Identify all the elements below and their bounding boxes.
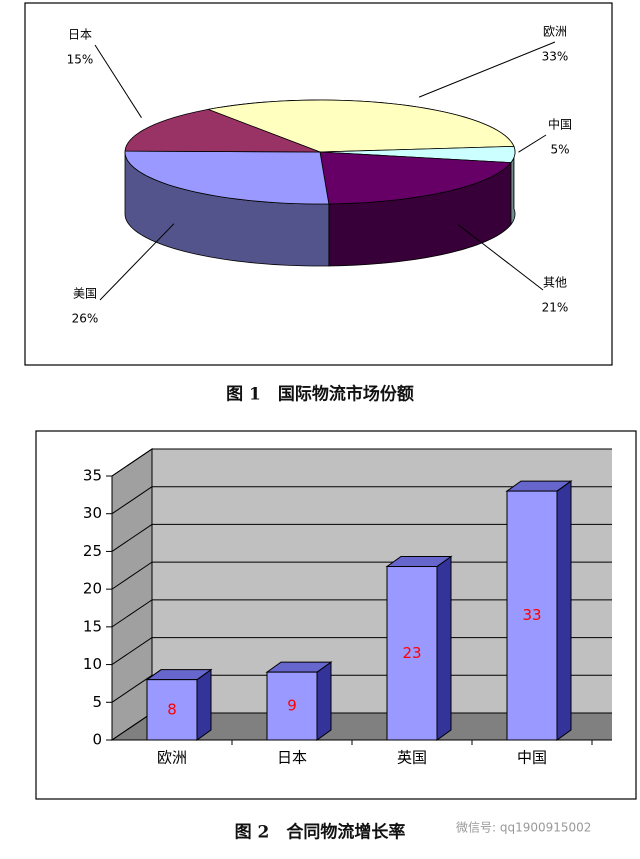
grid-line xyxy=(111,486,153,515)
pie-slice xyxy=(319,151,512,205)
slice-value: 15% xyxy=(67,53,94,67)
pie-slice xyxy=(124,108,321,153)
y-tick-label: 5 xyxy=(92,693,102,711)
x-tick-label: 英国 xyxy=(397,749,427,767)
slice-value: 33% xyxy=(542,50,569,64)
y-tick-label: 35 xyxy=(83,467,102,485)
slice-label: 欧洲 xyxy=(543,25,567,39)
watermark: 微信号: qq1900915002 xyxy=(456,821,591,835)
bar-side xyxy=(196,668,212,741)
bar-side xyxy=(316,661,332,741)
pie-chart: 欧洲 33% 中国 5% 其他 21% 美国 26% 日本 15% xyxy=(67,25,572,326)
y-tick-label: 20 xyxy=(83,580,102,598)
slice-label: 日本 xyxy=(68,28,92,42)
leader-line xyxy=(418,41,556,98)
pie-slice xyxy=(319,145,516,164)
side-wall xyxy=(111,448,153,741)
bar-side xyxy=(436,555,452,741)
bar xyxy=(146,679,198,741)
pie-slice xyxy=(206,99,515,153)
leader-line xyxy=(457,224,544,291)
bar xyxy=(386,566,438,741)
bar xyxy=(266,671,318,741)
slice-label: 其他 xyxy=(543,276,567,290)
y-tick-label: 30 xyxy=(83,504,102,522)
slice-label: 美国 xyxy=(73,287,97,301)
y-tick-label: 15 xyxy=(83,617,102,635)
grid-line xyxy=(111,448,153,477)
grid-line xyxy=(111,561,153,590)
y-tick-label: 10 xyxy=(83,655,102,673)
x-tick-label: 中国 xyxy=(517,749,547,767)
data-label: 9 xyxy=(287,697,297,715)
pie-slice xyxy=(124,150,330,205)
leader-line xyxy=(94,44,142,118)
grid-line xyxy=(111,674,153,703)
data-label: 8 xyxy=(167,700,177,718)
slice-label: 中国 xyxy=(548,117,572,132)
y-tick-label: 0 xyxy=(92,731,102,749)
grid-line xyxy=(111,637,153,665)
grid-line xyxy=(111,524,153,552)
bar-labels: 0 5 10 15 20 25 30 35 欧洲 日本 英国 中国 xyxy=(83,467,547,767)
grid-line xyxy=(111,599,153,628)
y-tick-label: 25 xyxy=(83,542,102,560)
x-tick-label: 日本 xyxy=(277,749,307,767)
bar xyxy=(506,490,558,741)
slice-value: 5% xyxy=(550,143,569,157)
bar-chart: 8 9 23 33 xyxy=(106,448,612,745)
x-tick-label: 欧洲 xyxy=(157,749,187,767)
caption: 图 2 合同物流增长率 xyxy=(235,822,406,843)
bar-side xyxy=(556,480,572,741)
slice-value: 21% xyxy=(542,301,569,315)
leader-line xyxy=(518,134,547,153)
data-label: 33 xyxy=(522,606,541,624)
slice-value: 26% xyxy=(72,312,99,326)
leader-line xyxy=(99,223,175,301)
caption: 图 1 国际物流市场份额 xyxy=(226,384,414,405)
data-label: 23 xyxy=(402,644,421,662)
grid-line xyxy=(111,712,153,741)
